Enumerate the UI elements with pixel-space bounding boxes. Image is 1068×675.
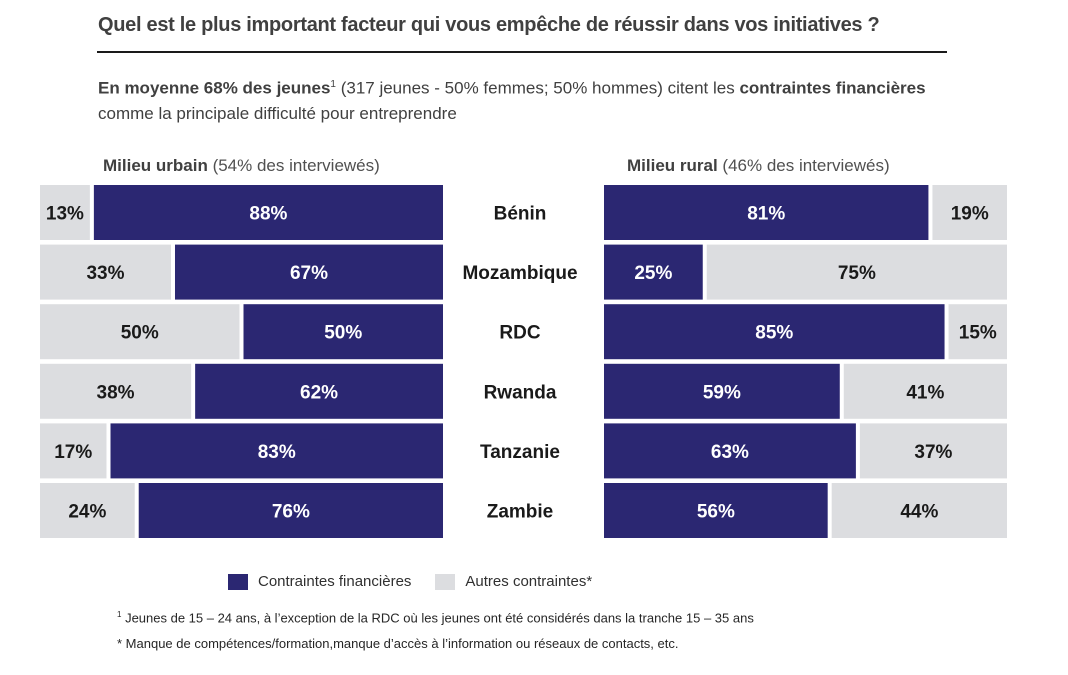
urban-bar-financial-rwanda — [195, 363, 443, 419]
rural-bar-financial-zambie — [604, 483, 828, 538]
urban-bar-other-benin-label: 13% — [46, 204, 84, 225]
legend-label-other: Autres contraintes* — [465, 573, 593, 590]
rural-bar-financial-benin-label: 81% — [747, 204, 785, 225]
rural-bar-other-tanzanie — [859, 423, 1007, 479]
chart-subtitle: En moyenne 68% des jeunes1 (317 jeunes -… — [98, 72, 928, 126]
rural-bar-other-mozambique-label: 75% — [838, 263, 876, 284]
urban-panel-title-share: (54% des interviewés) — [207, 156, 380, 175]
rural-bar-other-benin-label: 19% — [951, 204, 989, 225]
rural-bar-other-mozambique — [706, 244, 1007, 300]
rural-bar-other-rwanda — [843, 363, 1007, 419]
rural-bar-financial-tanzanie — [604, 423, 856, 479]
urban-bar-financial-rwanda-label: 62% — [300, 382, 338, 403]
subtitle-bold-lead: En moyenne 68% des jeunes — [98, 78, 331, 98]
rural-bar-other-zambie-label: 44% — [900, 502, 938, 523]
subtitle-footnote-ref: 1 — [330, 79, 336, 90]
footnote-marker: 1 — [117, 610, 122, 619]
rural-panel-title-share: (46% des interviewés) — [717, 156, 890, 175]
urban-panel-title-bold: Milieu urbain — [103, 156, 208, 175]
stacked-bar-chart: 88% 13% 81% 19% Bénin 67% 33% 25% 75% Mozambique 5… — [40, 185, 1007, 538]
rural-bar-financial-rdc-label: 85% — [755, 323, 793, 344]
rural-bar-financial-rwanda — [604, 363, 840, 419]
rural-bar-financial-mozambique — [604, 244, 703, 300]
rural-panel-title: Milieu rural (46% des interviewés) — [627, 156, 890, 176]
rural-bar-other-tanzanie-label: 37% — [914, 442, 952, 463]
urban-bar-financial-benin-label: 88% — [249, 204, 287, 225]
rural-bar-financial-tanzanie-label: 63% — [711, 442, 749, 463]
legend-item-financial: Contraintes financières — [228, 573, 411, 590]
urban-bar-other-rdc — [40, 304, 240, 360]
rural-bar-financial-benin — [604, 185, 929, 240]
urban-bar-financial-zambie-label: 76% — [272, 502, 310, 523]
urban-bar-other-tanzanie — [40, 423, 107, 479]
country-label-rdc: RDC — [499, 323, 540, 344]
urban-panel-title: Milieu urbain (54% des interviewés) — [103, 156, 380, 176]
urban-bar-financial-tanzanie-label: 83% — [258, 442, 296, 463]
rural-bar-other-rwanda-label: 41% — [906, 382, 944, 403]
urban-bar-financial-rdc — [243, 304, 443, 360]
urban-bar-other-rdc-label: 50% — [121, 323, 159, 344]
country-label-tanzanie: Tanzanie — [480, 442, 560, 463]
subtitle-text-end: comme la principale difficulté pour entr… — [98, 103, 457, 123]
country-label-mozambique: Mozambique — [462, 263, 577, 284]
rural-bar-other-zambie — [831, 483, 1007, 538]
urban-bar-other-tanzanie-label: 17% — [54, 442, 92, 463]
urban-bar-other-zambie-label: 24% — [68, 502, 106, 523]
chart-title: Quel est le plus important facteur qui v… — [98, 14, 880, 36]
rural-bar-other-rdc-label: 15% — [959, 323, 997, 344]
footnote-age-range: 1 Jeunes de 15 – 24 ans, à l’exception d… — [117, 610, 754, 625]
footnote-age-text: Jeunes de 15 – 24 ans, à l’exception de … — [121, 610, 754, 626]
legend-item-other: Autres contraintes* — [435, 573, 592, 590]
rural-bar-financial-zambie-label: 56% — [697, 502, 735, 523]
legend-label-financial: Contraintes financières — [258, 573, 412, 590]
legend-swatch-financial — [228, 573, 248, 590]
title-divider — [97, 51, 947, 53]
urban-bar-other-mozambique-label: 33% — [86, 263, 124, 284]
urban-bar-financial-benin — [93, 185, 444, 240]
urban-bar-other-mozambique — [40, 244, 171, 300]
legend-swatch-other — [435, 573, 456, 590]
footnote-other-constraints: * Manque de compétences/formation,manque… — [117, 636, 679, 651]
urban-bar-financial-tanzanie — [110, 423, 443, 479]
urban-bar-other-rwanda-label: 38% — [97, 382, 135, 403]
country-label-rwanda: Rwanda — [484, 382, 557, 403]
subtitle-text: (317 jeunes - 50% femmes; 50% hommes) ci… — [335, 78, 740, 98]
rural-bar-other-rdc — [948, 304, 1007, 360]
urban-bar-other-benin — [40, 185, 90, 240]
rural-bar-financial-mozambique-label: 25% — [634, 263, 672, 284]
legend: Contraintes financières Autres contraint… — [228, 573, 616, 590]
rural-panel-title-bold: Milieu rural — [627, 156, 718, 175]
urban-bar-financial-zambie — [138, 483, 443, 538]
urban-bar-other-zambie — [40, 483, 135, 538]
rural-bar-other-benin — [932, 185, 1007, 240]
urban-bar-financial-mozambique-label: 67% — [290, 263, 328, 284]
country-label-benin: Bénin — [494, 204, 547, 225]
country-label-zambie: Zambie — [487, 502, 554, 523]
rural-bar-financial-rwanda-label: 59% — [703, 382, 741, 403]
urban-bar-financial-rdc-label: 50% — [324, 323, 362, 344]
rural-bar-financial-rdc — [604, 304, 945, 360]
urban-bar-other-rwanda — [40, 363, 192, 419]
subtitle-bold-emphasis: contraintes financières — [739, 78, 926, 98]
urban-bar-financial-mozambique — [174, 244, 444, 300]
